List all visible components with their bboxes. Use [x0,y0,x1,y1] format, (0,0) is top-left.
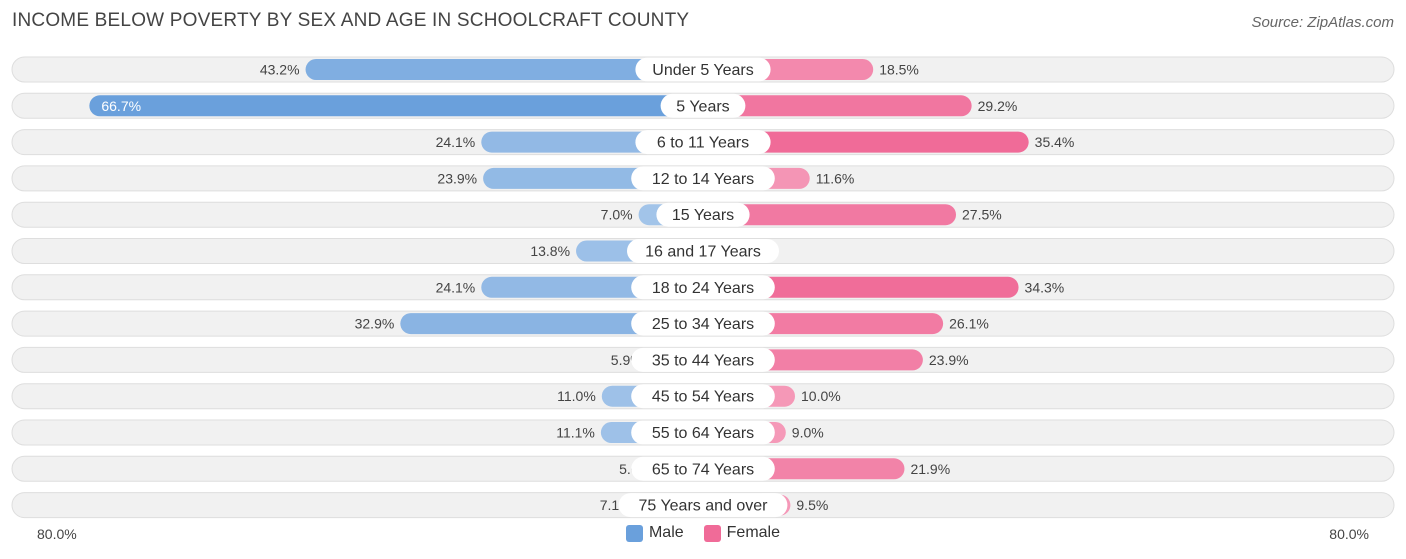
legend: Male Female [0,524,1406,542]
axis-left-label: 80.0% [37,526,77,542]
bar-female [703,204,956,226]
category-pill [631,456,775,481]
chart-plot: 43.2% 18.5% Under 5 Years 66.7% 29.2% 5 Years… [11,56,1395,519]
bar-female [703,95,972,117]
category-label: 65 to 74 Years [652,461,754,478]
value-label-male: 13.8% [530,243,570,259]
value-label-male: 11.1% [556,425,595,441]
legend-label-male: Male [648,524,684,541]
category-pill [631,347,775,372]
value-label-male: 23.9% [437,170,477,186]
category-label: 55 to 64 Years [652,425,754,442]
value-label-female: 10.0% [801,388,841,404]
category-label: 18 to 24 Years [652,280,754,297]
chart-source: Source: ZipAtlas.com [1251,14,1394,31]
category-label: 5 Years [676,98,729,115]
legend-item-female[interactable]: Female [703,524,781,542]
category-label: 12 to 14 Years [652,171,754,188]
legend-item-male[interactable]: Male [625,524,684,542]
category-pill [631,384,775,409]
category-pill [660,93,746,118]
bar-male [89,95,704,117]
value-label-male: 24.1% [436,279,476,295]
bar-female [703,276,1019,298]
axis-right-label: 80.0% [1329,526,1369,542]
value-label-male: 32.9% [355,316,395,332]
value-label-female: 23.9% [929,352,969,368]
category-pill [631,275,775,300]
category-label: 16 and 17 Years [645,244,761,261]
category-label: 25 to 34 Years [652,316,754,333]
category-label: Under 5 Years [652,62,753,79]
bar-male [400,313,703,335]
chart-title: INCOME BELOW POVERTY BY SEX AND AGE IN S… [12,10,690,31]
value-label-female: 29.2% [978,98,1018,114]
value-label-female: 21.9% [910,461,950,477]
legend-swatch-male [625,524,643,542]
category-pill [631,420,775,445]
value-label-female: 18.5% [879,62,919,78]
value-label-male: 66.7% [101,98,141,114]
value-label-male: 11.0% [557,388,596,404]
category-label: 75 Years and over [639,498,769,515]
category-label: 45 to 54 Years [652,389,754,406]
legend-swatch-female [703,524,721,542]
value-label-female: 9.5% [796,497,828,513]
category-pill [631,311,775,336]
category-pill [618,493,788,518]
bar-male [305,59,703,80]
value-label-female: 27.5% [962,207,1002,223]
value-label-male: 24.1% [436,134,476,150]
category-label: 35 to 44 Years [652,352,754,369]
value-label-male: 43.2% [260,62,300,78]
value-label-male: 7.0% [601,207,633,223]
value-label-female: 9.0% [792,425,824,441]
category-pill [631,166,775,191]
bar-female [703,131,1029,153]
value-label-female: 11.6% [816,170,855,186]
value-label-female: 26.1% [949,316,989,332]
category-label: 15 Years [672,207,734,224]
category-pill [635,57,771,82]
value-label-female: 35.4% [1035,134,1075,150]
category-label: 6 to 11 Years [657,135,749,152]
category-pill [635,130,771,155]
value-label-female: 34.3% [1025,279,1065,295]
category-pill [656,202,750,227]
category-pill [627,239,779,263]
legend-label-female: Female [726,524,781,541]
